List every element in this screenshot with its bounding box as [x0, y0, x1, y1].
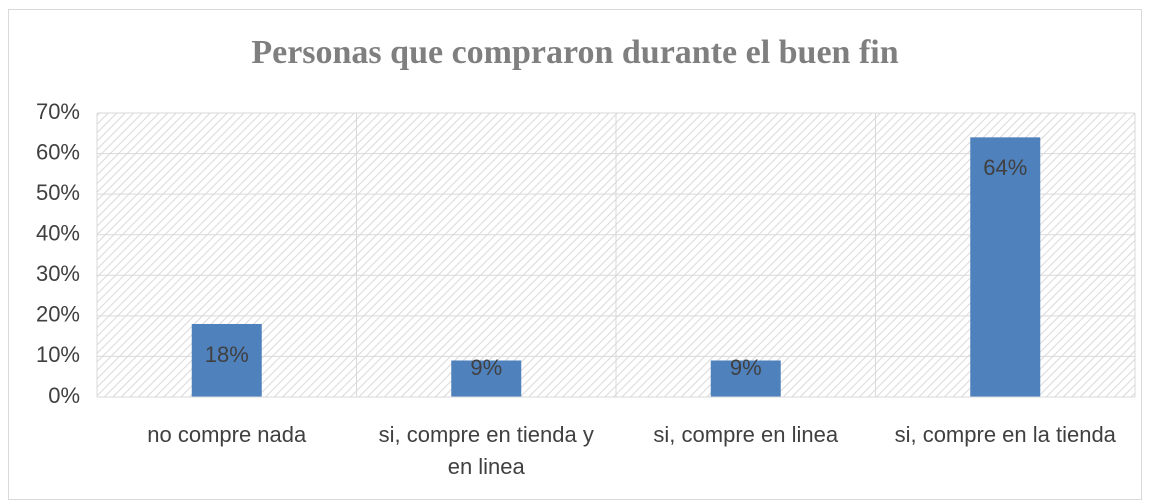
- y-tick-label: 10%: [36, 342, 80, 367]
- bar: [191, 323, 262, 397]
- data-label: 9%: [470, 355, 502, 380]
- y-tick-label: 40%: [36, 221, 80, 246]
- x-tick-label: si, compre en tienda y en linea: [378, 422, 594, 479]
- x-tick-label: no compre nada: [147, 422, 307, 447]
- bar: [451, 360, 522, 397]
- bar: [970, 137, 1041, 398]
- y-tick-label: 20%: [36, 302, 80, 327]
- y-tick-label: 60%: [36, 139, 80, 164]
- data-label: 9%: [730, 355, 762, 380]
- data-label: 18%: [205, 342, 249, 367]
- y-tick-label: 30%: [36, 261, 80, 286]
- bar: [710, 360, 781, 397]
- chart-title: Personas que compraron durante el buen f…: [251, 34, 898, 71]
- data-label: 64%: [983, 155, 1027, 180]
- x-tick-label: si, compre en la tienda: [894, 422, 1116, 447]
- y-tick-label: 70%: [36, 99, 80, 124]
- y-tick-label: 0%: [48, 383, 80, 408]
- x-tick-label: si, compre en linea: [653, 422, 839, 447]
- y-tick-label: 50%: [36, 180, 80, 205]
